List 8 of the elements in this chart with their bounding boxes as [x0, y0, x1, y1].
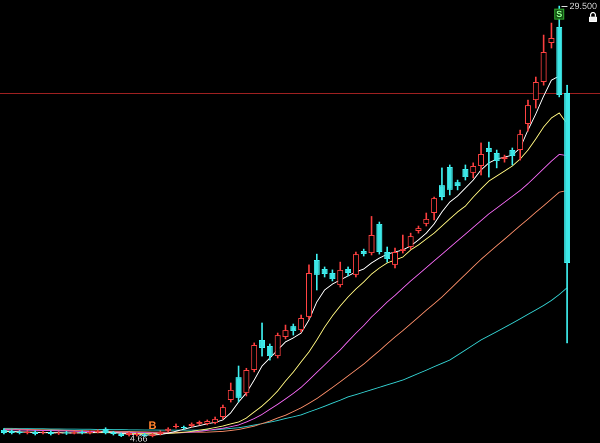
candlestick — [40, 431, 46, 434]
candlestick — [173, 424, 179, 428]
annotation: 4.66 — [130, 433, 148, 443]
candlestick — [259, 322, 266, 356]
candlestick — [548, 22, 554, 48]
annotation: 29.500 — [569, 0, 597, 11]
annotation: B — [148, 420, 157, 432]
annotation: S — [556, 9, 562, 20]
